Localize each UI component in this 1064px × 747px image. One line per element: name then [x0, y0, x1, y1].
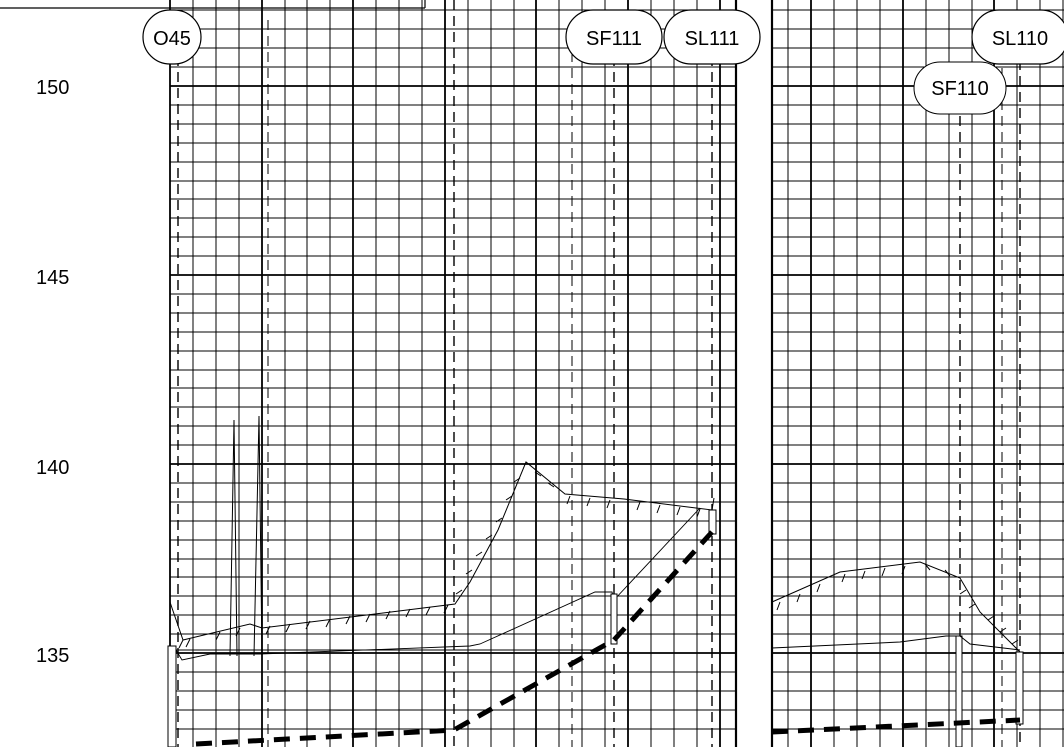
svg-text:SL111: SL111	[685, 28, 740, 50]
ground-surface-right	[771, 561, 1021, 653]
svg-text:O45: O45	[153, 28, 191, 50]
y-tick-label-140: 140	[36, 457, 69, 479]
panel-gap-edges	[734, 0, 774, 747]
y-axis-labels: 150 145 140 135	[36, 77, 69, 667]
marker-sl110: SL110	[971, 9, 1064, 65]
borehole-casings	[167, 509, 1024, 747]
marker-sf111: SF111	[565, 9, 663, 65]
marker-o45: O45	[142, 9, 202, 65]
svg-text:SF111: SF111	[586, 28, 642, 50]
y-tick-label-145: 145	[36, 267, 69, 289]
svg-text:SF110: SF110	[931, 78, 988, 100]
y-tick-label-135: 135	[36, 645, 69, 667]
marker-sf110: SF110	[913, 61, 1007, 115]
top-frame	[0, 0, 426, 9]
marker-sl111: SL111	[663, 9, 761, 65]
ground-surface-left	[169, 415, 715, 657]
borehole-axes	[177, 0, 1021, 747]
contact-line-left	[174, 507, 701, 661]
svg-text:SL110: SL110	[992, 28, 1048, 50]
y-tick-label-150: 150	[36, 77, 69, 99]
water-table-line	[195, 530, 1021, 747]
panel-gap	[736, 0, 772, 747]
